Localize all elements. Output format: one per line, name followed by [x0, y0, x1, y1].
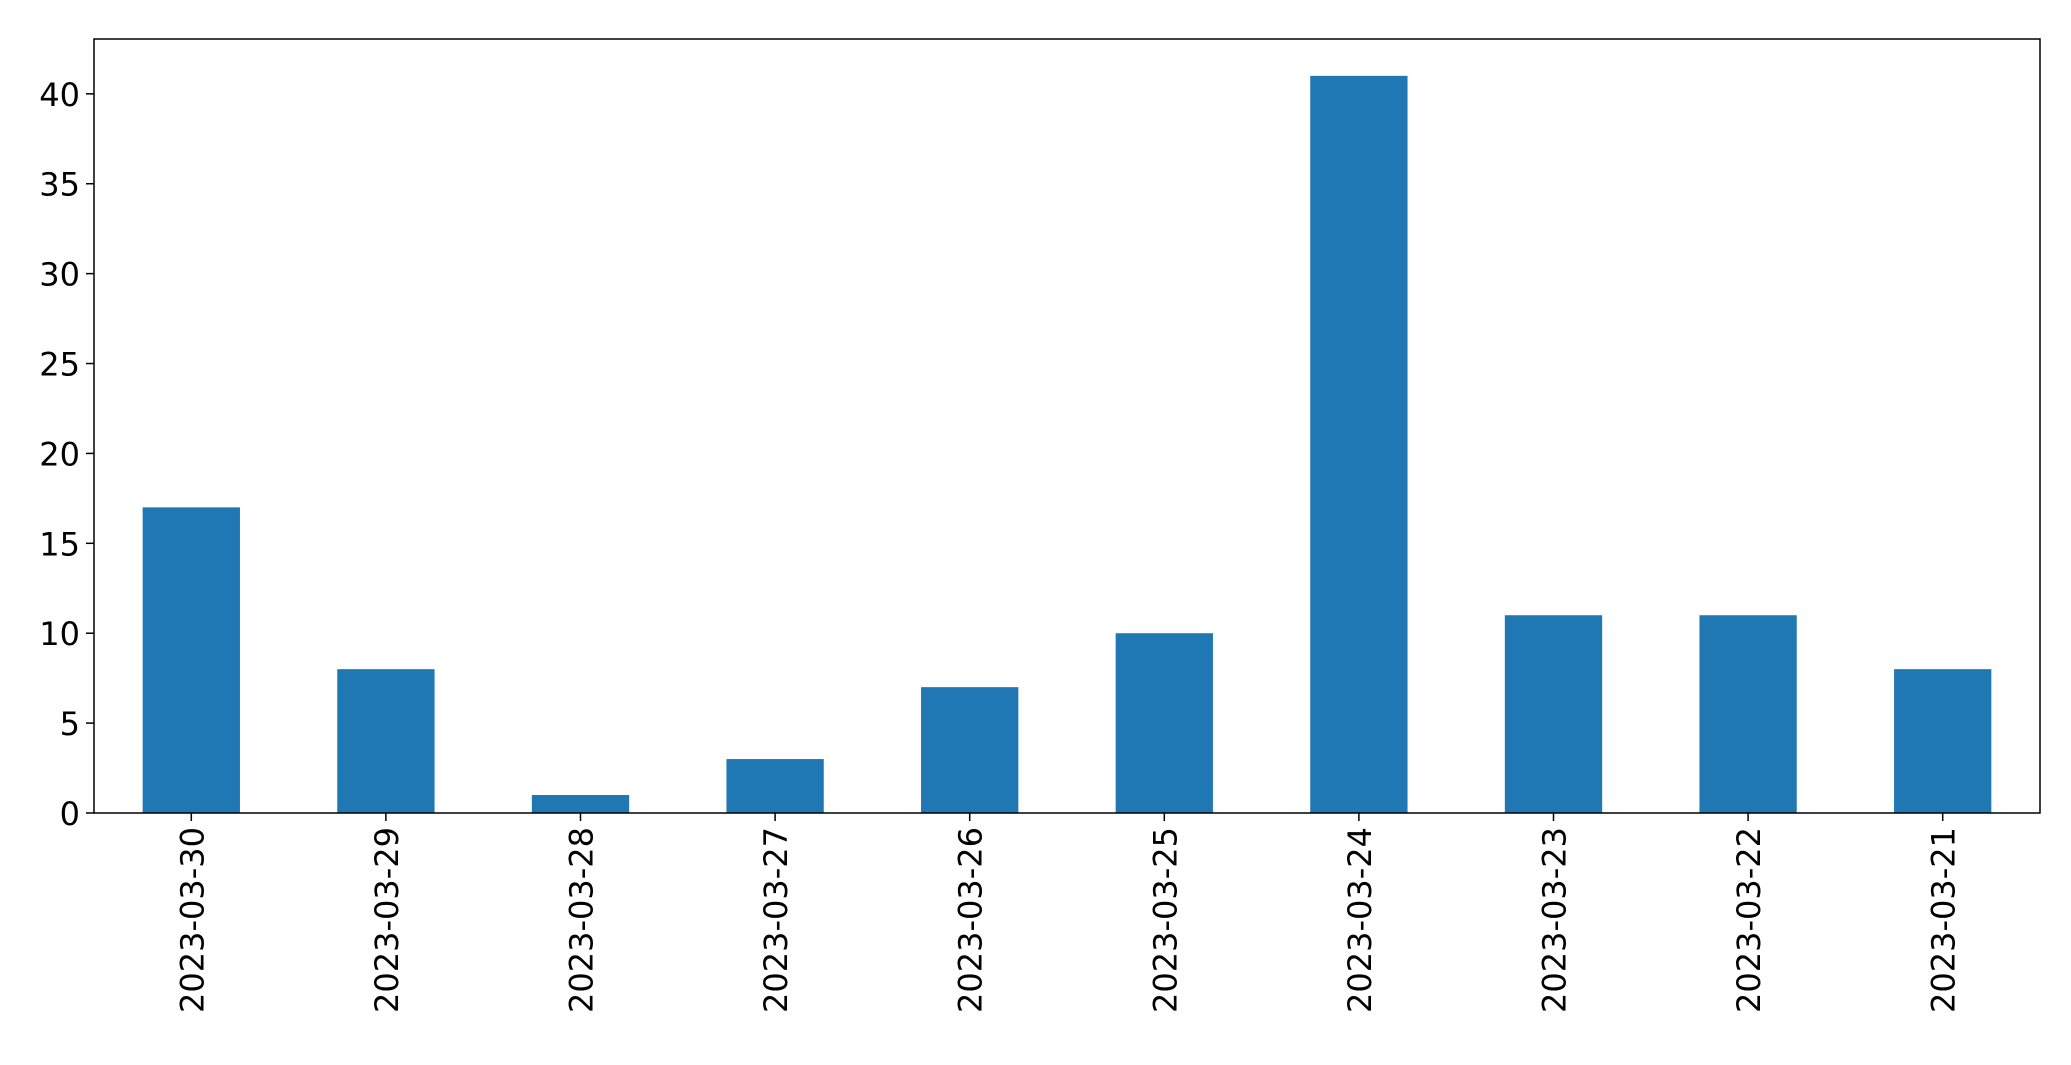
- x-tick-label: 2023-03-25: [1146, 827, 1184, 1013]
- bar-2023-03-24: [1310, 75, 1408, 814]
- x-tick-label: 2023-03-22: [1730, 827, 1768, 1013]
- x-tick-label: 2023-03-23: [1536, 827, 1574, 1013]
- y-tick-label: 10: [39, 615, 80, 653]
- x-tick-label: 2023-03-28: [563, 827, 601, 1013]
- x-tick-label: 2023-03-24: [1341, 827, 1379, 1013]
- y-axis: 0 5 10 15 20 25 30 35 40: [39, 76, 94, 833]
- bar-2023-03-21: [1894, 669, 1992, 813]
- y-tick-label: 25: [39, 346, 80, 384]
- bar-2023-03-29: [337, 669, 435, 813]
- y-tick-label: 5: [60, 705, 80, 743]
- bar-2023-03-23: [1504, 615, 1603, 813]
- bars-group: [142, 75, 1992, 814]
- bar-2023-03-26: [921, 687, 1019, 813]
- y-tick-label: 15: [39, 525, 80, 563]
- y-tick-label: 40: [39, 76, 80, 114]
- x-tick-label: 2023-03-26: [952, 827, 990, 1013]
- y-tick-label: 35: [39, 166, 80, 204]
- plot-frame: [93, 38, 2041, 814]
- bar-2023-03-22: [1699, 615, 1797, 813]
- bar-2023-03-25: [1115, 633, 1213, 813]
- x-tick-label: 2023-03-21: [1925, 827, 1963, 1013]
- bar-2023-03-27: [726, 759, 824, 813]
- x-tick-label: 2023-03-27: [757, 827, 795, 1013]
- y-tick-label: 0: [60, 795, 80, 833]
- x-tick-label: 2023-03-30: [173, 827, 211, 1013]
- y-tick-label: 30: [39, 256, 80, 294]
- x-axis: 2023-03-30 2023-03-29 2023-03-28 2023-03-27…: [173, 813, 1963, 1013]
- bar-2023-03-30: [142, 507, 240, 813]
- bar-2023-03-28: [531, 795, 630, 813]
- x-tick-label: 2023-03-29: [368, 827, 406, 1013]
- y-tick-label: 20: [39, 435, 80, 473]
